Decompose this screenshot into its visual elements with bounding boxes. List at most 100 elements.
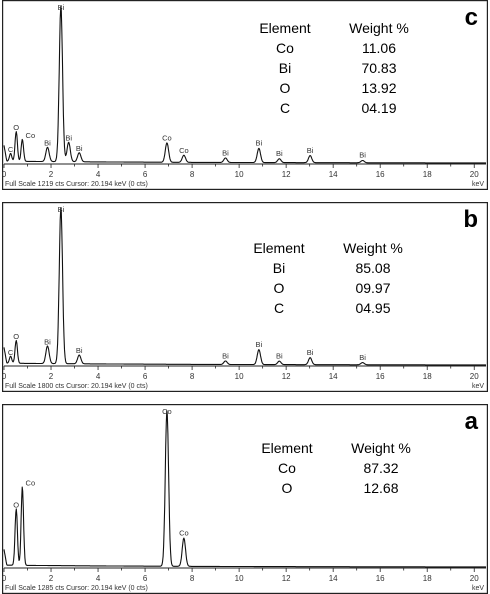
weight-cell: 13.92	[361, 80, 397, 96]
spectrum-line	[3, 410, 487, 568]
x-tick-label: 10	[235, 170, 244, 179]
peak-label: Bi	[276, 149, 283, 158]
x-tick-label: 6	[143, 372, 148, 381]
weight-header: Weight %	[343, 240, 403, 256]
panel-c: 0 2 4 6 8 10 12 14 16 18 20 keV Full Scale 1219 cts …	[2, 0, 488, 191]
table-row: Co 11.06	[250, 38, 424, 58]
table-row: Bi 85.08	[244, 258, 418, 278]
weight-cell: 85.08	[355, 260, 391, 276]
peak-label: Co	[162, 407, 172, 416]
element-header: Element	[253, 240, 305, 256]
weight-cell: 12.68	[363, 480, 399, 496]
peak-label: Bi	[76, 144, 83, 153]
x-tick-label: 18	[423, 170, 432, 179]
element-cell: Co	[278, 460, 296, 476]
x-tick-label: 0	[2, 170, 7, 179]
x-tick-label: 20	[470, 170, 479, 179]
spectrum-chart-b: 0 2 4 6 8 10 12 14 16 18 20 keV Full Scale 1800 cts …	[2, 202, 488, 393]
panel-letter: b	[463, 206, 478, 233]
x-tick-label: 12	[282, 170, 291, 179]
x-tick-label: 4	[96, 574, 101, 583]
status-text: Full Scale 1285 cts Cursor: 20.194 keV (…	[5, 585, 148, 592]
x-tick-label: 2	[49, 170, 54, 179]
peak-label: Co	[162, 134, 172, 143]
x-tick-label: 4	[96, 170, 101, 179]
peak-label: Bi	[359, 353, 366, 362]
peak-label: Co	[26, 131, 36, 140]
peak-label: O	[13, 123, 19, 132]
table-row: O 12.68	[252, 478, 426, 498]
x-tick-label: 14	[329, 372, 338, 381]
x-tick-label: 2	[49, 372, 54, 381]
x-tick-label: 16	[376, 372, 385, 381]
panel-letter: c	[464, 4, 478, 31]
peak-label: Bi	[256, 139, 263, 148]
peak-label: Bi	[58, 3, 65, 12]
weight-cell: 11.06	[362, 40, 396, 56]
table-row: O 09.97	[244, 278, 418, 298]
spectrum-line	[3, 207, 487, 366]
table-row: Bi 70.83	[250, 58, 424, 78]
x-tick-label: 14	[329, 574, 338, 583]
panel-frame	[2, 404, 488, 594]
panel-a: 0 2 4 6 8 10 12 14 16 18 20 keV Full Scale 1285 cts …	[2, 404, 488, 594]
x-tick-label: 4	[96, 372, 101, 381]
table-header-row: Element Weight %	[244, 238, 418, 258]
element-cell: Co	[276, 40, 294, 56]
table-row: C 04.95	[244, 298, 418, 318]
x-tick-label: 6	[143, 574, 148, 583]
element-cell: Bi	[272, 260, 286, 276]
table-header-row: Element Weight %	[250, 18, 424, 38]
x-unit-label: keV	[472, 585, 484, 592]
x-tick-label: 14	[329, 170, 338, 179]
peak-label: Co	[179, 146, 189, 155]
composition-table: Element Weight % Co 11.06 Bi 70.83 O 13.…	[250, 18, 424, 118]
table-row: C 04.19	[250, 98, 424, 118]
peak-label: Bi	[256, 340, 263, 349]
composition-table: Element Weight % Bi 85.08 O 09.97 C 04.9…	[244, 238, 418, 318]
status-text: Full Scale 1800 cts Cursor: 20.194 keV (…	[5, 383, 148, 390]
peak-label: O	[13, 332, 19, 341]
status-text: Full Scale 1219 cts Cursor: 20.194 keV (…	[5, 181, 148, 188]
element-cell: C	[279, 100, 291, 116]
x-tick-label: 6	[143, 170, 148, 179]
peak-label: Bi	[222, 148, 229, 157]
weight-cell: 04.19	[361, 100, 397, 116]
x-tick-label: 8	[190, 574, 195, 583]
peak-label: Bi	[359, 151, 366, 160]
x-tick-label: 16	[376, 170, 385, 179]
peak-label: Bi	[307, 348, 314, 357]
peak-label: Bi	[44, 337, 51, 346]
weight-cell: 70.83	[361, 60, 397, 76]
peak-label: Bi	[276, 351, 283, 360]
panel-frame	[2, 0, 488, 191]
table-row: Co 87.32	[252, 458, 426, 478]
x-tick-label: 0	[2, 372, 7, 381]
element-cell: O	[281, 480, 293, 496]
x-tick-label: 20	[470, 574, 479, 583]
x-tick-label: 18	[423, 574, 432, 583]
x-tick-label: 20	[470, 372, 479, 381]
peak-label: O	[13, 500, 19, 509]
x-tick-label: 12	[282, 372, 291, 381]
spectrum-chart-a: 0 2 4 6 8 10 12 14 16 18 20 keV Full Scale 1285 cts …	[2, 404, 488, 594]
panel-b: 0 2 4 6 8 10 12 14 16 18 20 keV Full Scale 1800 cts …	[2, 202, 488, 393]
x-tick-label: 8	[190, 372, 195, 381]
element-header: Element	[261, 440, 313, 456]
peak-label: Co	[179, 529, 189, 538]
weight-cell: 04.95	[355, 300, 391, 316]
spectrum-chart-c: 0 2 4 6 8 10 12 14 16 18 20 keV Full Scale 1219 cts …	[2, 0, 488, 191]
x-tick-label: 10	[235, 574, 244, 583]
element-header: Element	[259, 20, 311, 36]
x-tick-label: 12	[282, 574, 291, 583]
x-tick-label: 16	[376, 574, 385, 583]
weight-cell: 09.97	[355, 280, 391, 296]
x-unit-label: keV	[472, 181, 484, 188]
weight-cell: 87.32	[363, 460, 399, 476]
spectrum-line	[3, 6, 487, 164]
peak-label: Co	[26, 478, 36, 487]
weight-header: Weight %	[351, 440, 411, 456]
table-row: O 13.92	[250, 78, 424, 98]
x-tick-label: 0	[2, 574, 7, 583]
x-unit-label: keV	[472, 383, 484, 390]
